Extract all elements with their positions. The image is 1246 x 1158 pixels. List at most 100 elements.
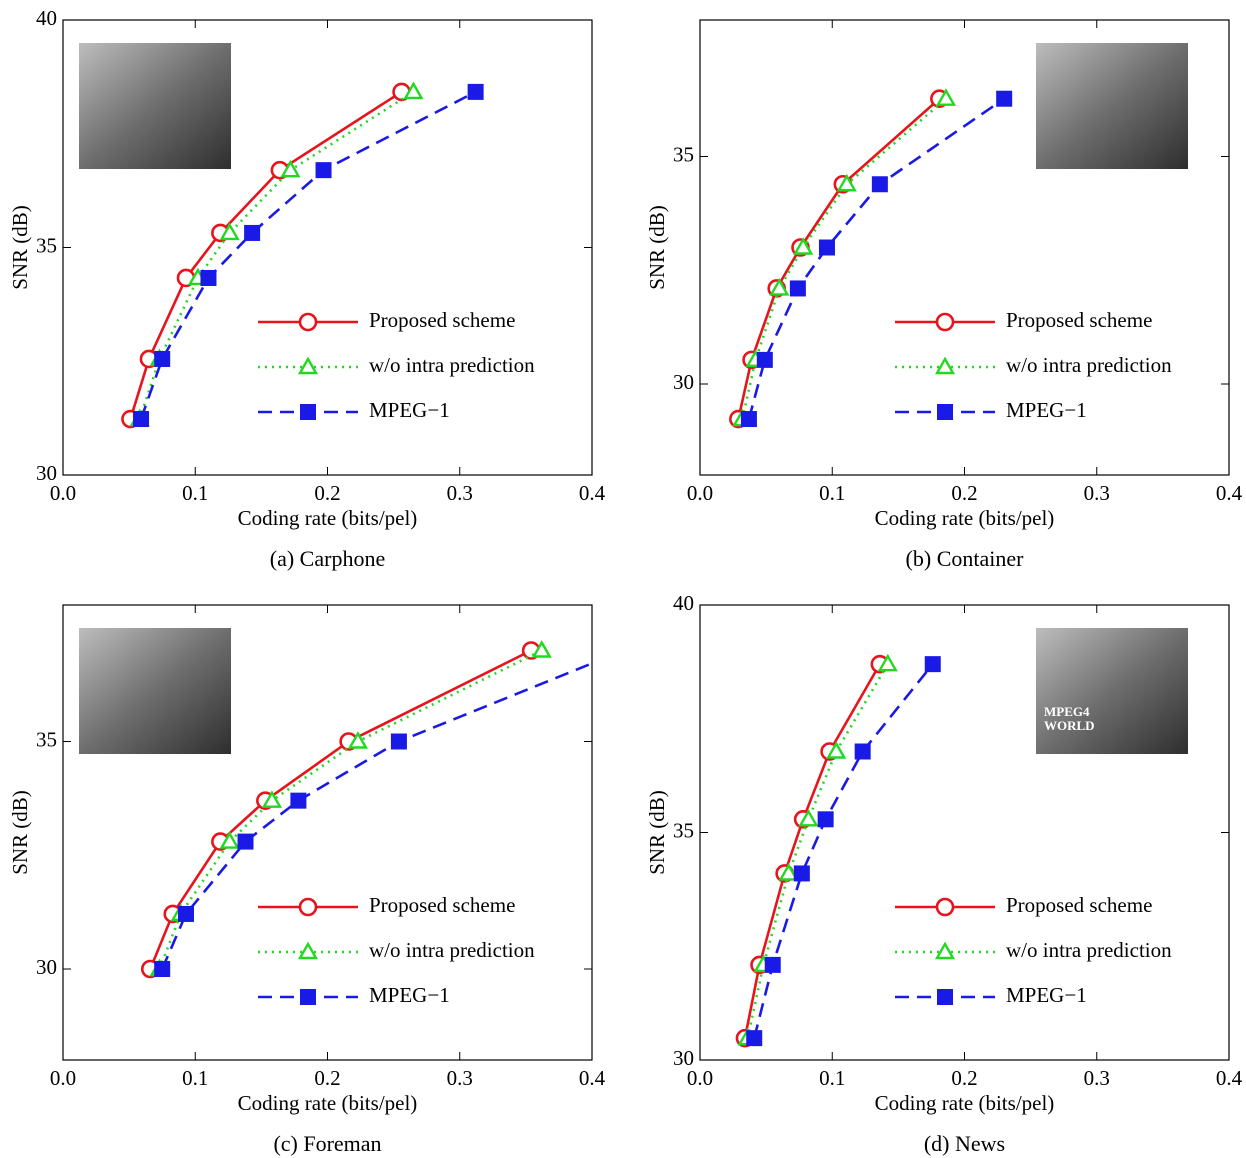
marker [817, 811, 834, 828]
x-tick-label: 0.2 [314, 481, 340, 505]
legend-entry: Proposed scheme [258, 308, 515, 332]
marker [778, 863, 799, 881]
inset-text: MPEG4 [1044, 704, 1090, 719]
marker [789, 280, 806, 297]
legend-entry: w/o intra prediction [258, 938, 535, 962]
inset-text: WORLD [1044, 718, 1095, 733]
legend-label: Proposed scheme [369, 308, 515, 332]
legend-entry: Proposed scheme [895, 308, 1152, 332]
legend-marker [934, 941, 956, 960]
y-tick-label: 35 [36, 727, 57, 751]
plot-area [121, 81, 484, 429]
marker [390, 733, 407, 750]
plot-area [140, 640, 592, 979]
marker [154, 961, 171, 977]
x-tick-label: 0.1 [182, 1066, 208, 1090]
x-axis-label: Coding rate (bits/pel) [875, 1091, 1055, 1115]
axes-frame [699, 19, 1230, 476]
legend-entry: w/o intra prediction [895, 353, 1172, 377]
axes-frame [62, 19, 593, 476]
series-line [160, 661, 592, 970]
y-tick-label: 30 [36, 955, 57, 979]
y-tick-label: 35 [36, 233, 57, 257]
legend-entry: Proposed scheme [258, 893, 515, 917]
marker [261, 790, 283, 808]
legend-marker [935, 897, 955, 917]
legend-label: Proposed scheme [369, 893, 515, 917]
legend-entry: w/o intra prediction [258, 353, 535, 377]
series-line [129, 90, 403, 420]
caption: (c) Foreman [273, 1131, 381, 1156]
marker [244, 224, 261, 241]
x-tick-label: 0.1 [182, 481, 208, 505]
marker [798, 808, 819, 827]
x-axis-label: Coding rate (bits/pel) [238, 1091, 418, 1115]
marker [756, 351, 773, 368]
marker [871, 176, 888, 193]
x-tick-label: 0.2 [314, 1066, 340, 1090]
y-tick-label: 30 [673, 370, 694, 394]
x-tick-label: 0.0 [687, 481, 713, 505]
marker [280, 159, 301, 178]
marker [826, 741, 847, 759]
y-tick-label: 35 [673, 142, 694, 166]
marker [531, 640, 552, 658]
x-tick-label: 0.3 [447, 481, 473, 505]
axes-frame [699, 604, 1230, 1061]
legend-marker [297, 941, 319, 960]
legend-label: w/o intra prediction [369, 938, 535, 962]
y-tick-label: 35 [673, 818, 694, 842]
series-line [158, 649, 543, 970]
marker [219, 222, 240, 241]
panel: 0.0 0.1 0.2 0.3 0.4 30 35 Coding rate (bits/pel… [8, 604, 606, 1156]
marker [740, 411, 757, 428]
photo [1036, 43, 1188, 169]
legend-entry: MPEG−1 [258, 398, 450, 422]
legend-marker [937, 989, 953, 1005]
x-axis-label: Coding rate (bits/pel) [238, 506, 418, 530]
legend-label: MPEG−1 [1006, 398, 1087, 422]
y-tick-label: 30 [36, 461, 57, 485]
marker [177, 905, 194, 922]
legend-marker [298, 312, 318, 332]
legend-entry: MPEG−1 [895, 398, 1087, 422]
marker [793, 865, 810, 882]
legend-marker [935, 312, 955, 332]
marker [836, 173, 857, 192]
axes-frame [62, 604, 593, 1061]
x-tick-label: 0.0 [50, 1066, 76, 1090]
marker [467, 83, 484, 100]
y-axis-label: SNR (dB) [645, 790, 669, 875]
marker [818, 239, 835, 256]
legend-marker [298, 897, 318, 917]
x-tick-label: 0.3 [447, 1066, 473, 1090]
plot-area [729, 88, 1013, 429]
x-tick-label: 0.1 [819, 481, 845, 505]
caption: (a) Carphone [270, 546, 385, 571]
marker [746, 1030, 763, 1047]
x-tick-label: 0.3 [1084, 1066, 1110, 1090]
photo [1036, 628, 1188, 754]
legend-label: MPEG−1 [369, 398, 450, 422]
marker [854, 743, 871, 760]
marker [769, 278, 790, 296]
x-tick-label: 0.4 [579, 481, 606, 505]
legend-label: MPEG−1 [1006, 983, 1087, 1007]
marker [924, 656, 941, 673]
x-tick-label: 0.4 [1216, 481, 1243, 505]
x-tick-label: 0.2 [951, 481, 977, 505]
marker [237, 833, 254, 850]
marker [200, 269, 217, 286]
series-line [149, 649, 532, 970]
marker [154, 350, 171, 367]
y-axis-label: SNR (dB) [645, 205, 669, 290]
marker [315, 162, 332, 179]
marker [133, 411, 150, 428]
photo [79, 628, 231, 754]
x-tick-label: 0.1 [819, 1066, 845, 1090]
legend-label: MPEG−1 [369, 983, 450, 1007]
series-line [752, 663, 934, 1039]
x-tick-label: 0.2 [951, 1066, 977, 1090]
x-tick-label: 0.0 [687, 1066, 713, 1090]
